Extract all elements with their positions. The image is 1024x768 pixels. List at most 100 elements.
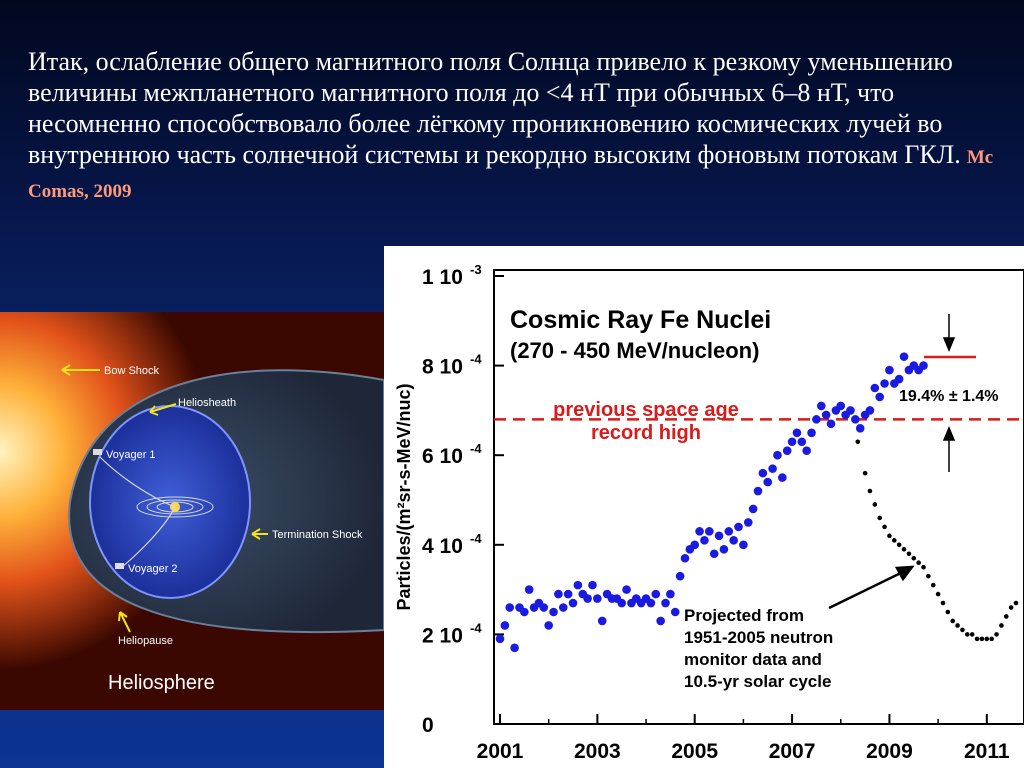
record-label-line1: previous space age — [553, 399, 739, 421]
measured-point — [773, 450, 782, 460]
bow-shock-arrow-icon — [61, 364, 100, 376]
projected-point — [872, 502, 878, 507]
projected-point — [901, 546, 907, 552]
y-tick-label: 8 10 — [422, 356, 463, 379]
y-tick-exponent: -4 — [470, 352, 482, 367]
measured-point — [870, 383, 880, 393]
measured-point — [593, 594, 602, 603]
measured-point — [617, 598, 626, 608]
increase-label: 19.4% ± 1.4% — [899, 388, 999, 405]
projection-line-4: 10.5-yr solar cycle — [684, 672, 831, 691]
projection-line-3: monitor data and — [684, 650, 822, 669]
measured-point — [495, 634, 505, 644]
projected-point — [882, 524, 887, 530]
measured-point — [690, 540, 700, 550]
measured-point — [816, 401, 826, 411]
projected-point — [955, 623, 960, 628]
projected-point — [935, 591, 941, 597]
termination-shock-arrow-icon — [251, 528, 268, 540]
measured-point — [510, 643, 519, 653]
plot-frame — [493, 269, 1024, 725]
projected-point — [950, 618, 956, 624]
voyager1-trajectory — [99, 456, 176, 508]
measured-point — [563, 589, 573, 599]
measured-point — [520, 607, 529, 617]
projected-point — [887, 533, 892, 539]
measured-point — [763, 477, 773, 487]
projected-point — [906, 551, 912, 557]
heliosphere-illustration: Bow Shock Heliosheath Voyager 1 Voyager … — [0, 312, 384, 710]
x-tick-label: 2001 — [477, 740, 524, 763]
y-tick-label: 6 10 — [422, 445, 463, 468]
projected-point — [940, 600, 946, 606]
measured-point — [812, 415, 821, 424]
projected-point — [979, 636, 985, 642]
projected-point — [916, 560, 921, 566]
measured-point — [797, 437, 807, 447]
measured-point — [505, 603, 515, 612]
projected-point — [892, 538, 897, 543]
measured-point — [524, 585, 534, 594]
measured-point — [709, 549, 719, 559]
x-tick-label: 2007 — [769, 740, 816, 763]
chart-subtitle: (270 - 450 MeV/nucleon) — [510, 338, 759, 363]
x-tick-label: 2009 — [866, 740, 913, 763]
projection-arrow-icon — [828, 565, 915, 610]
measured-point — [719, 544, 729, 554]
measured-point — [748, 504, 758, 514]
measured-point — [670, 607, 680, 617]
y-tick-exponent: -4 — [470, 620, 482, 635]
projected-point — [867, 488, 873, 494]
measured-point — [802, 446, 811, 456]
measured-point — [851, 415, 860, 424]
measured-point — [743, 518, 753, 527]
measured-point — [554, 589, 563, 599]
measured-point — [846, 406, 855, 415]
label-voyager2: Voyager 2 — [128, 563, 178, 575]
measured-point — [500, 621, 510, 630]
increase-down-arrow-icon — [942, 314, 956, 352]
measured-point — [885, 365, 894, 375]
x-tick-label: 2011 — [964, 740, 1010, 763]
voyager1-icon — [93, 449, 102, 455]
cosmic-ray-chart: 0 2 10 -4 4 10 -4 6 10 -4 8 10 -4 1 10 -3 2001 2003… — [394, 262, 1024, 763]
chart-panel: 0 2 10 -4 4 10 -4 6 10 -4 8 10 -4 1 10 -3 2001 2003… — [384, 246, 1024, 768]
increase-up-arrow-icon — [942, 426, 956, 472]
projection-line-2: 1951-2005 neutron — [684, 628, 833, 647]
measured-point — [865, 406, 875, 415]
x-tick-label: 2003 — [574, 740, 621, 763]
projected-point — [969, 632, 975, 637]
measured-point — [826, 419, 836, 429]
y-tick-label: 4 10 — [422, 535, 463, 558]
projected-point — [1003, 614, 1009, 619]
measured-point — [880, 379, 889, 388]
label-termination-shock: Termination Shock — [272, 529, 363, 541]
projected-point — [896, 542, 902, 548]
projected-point — [984, 636, 990, 642]
measured-point — [734, 522, 743, 532]
projected-point — [945, 609, 951, 615]
projected-point — [965, 632, 970, 637]
measured-point — [714, 531, 724, 541]
projected-point — [862, 470, 868, 476]
measured-point — [753, 486, 763, 496]
y-axis-label: Particles/(m²sr-s-MeV/nuc) — [394, 383, 414, 610]
measured-point — [821, 410, 831, 420]
slide-paragraph: Итак, ослабление общего магнитного поля … — [28, 46, 998, 207]
y-tick-exponent: -3 — [470, 262, 482, 277]
projected-point — [926, 573, 931, 579]
label-heliosheath: Heliosheath — [178, 397, 236, 409]
projected-point — [989, 636, 994, 642]
measured-point — [695, 527, 704, 536]
measured-point — [724, 527, 734, 536]
x-tick-label: 2005 — [671, 740, 718, 763]
voyager2-trajectory — [121, 506, 176, 568]
paragraph-text: Итак, ослабление общего магнитного поля … — [28, 47, 961, 169]
measured-point — [782, 446, 792, 456]
measured-point — [544, 621, 553, 630]
measured-point — [666, 589, 675, 599]
projected-point — [974, 636, 980, 642]
measured-point — [807, 428, 816, 438]
measured-point — [568, 598, 578, 608]
measured-point — [661, 598, 670, 608]
